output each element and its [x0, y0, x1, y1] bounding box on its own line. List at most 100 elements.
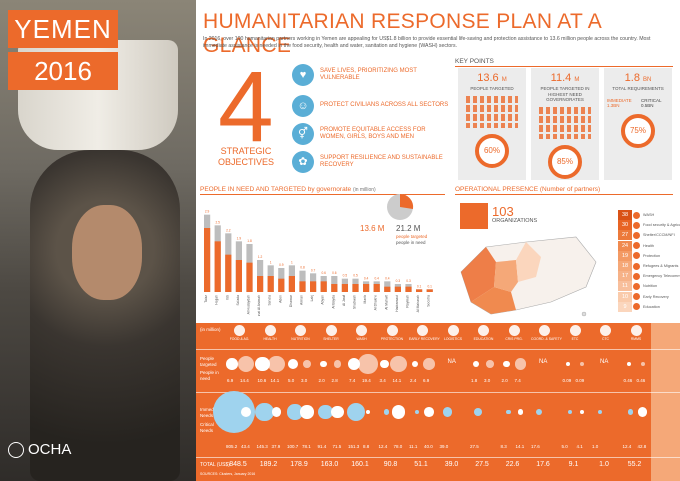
un-globe-icon	[8, 441, 24, 458]
row-immediate-label: Immediate Needs	[200, 407, 222, 418]
column-header: EDUCATION	[470, 325, 497, 341]
targeted-bar	[341, 284, 348, 292]
total-cell: 90.8	[383, 461, 398, 468]
table-cell: 39.0	[439, 444, 449, 449]
table-cell: 7.4	[514, 378, 521, 383]
sector-icon	[633, 282, 640, 290]
column-header: FOOD & AG.	[226, 325, 253, 341]
shelter-icon	[325, 325, 337, 336]
total-cell: 160.1	[351, 461, 369, 468]
total-cell: 1.0	[599, 461, 609, 468]
table-cell: 2.0	[318, 378, 325, 383]
immediate-bubble	[535, 408, 543, 416]
pin-bar-chart: 2.9 Taizz 2.5 Hajjah 2.2 Ibb 1.9 Sa'ada 1.8 Al Hu…	[204, 210, 433, 316]
table-cell: 78.0	[393, 444, 403, 449]
bar-value-label: 1.9	[237, 236, 242, 240]
rmms-icon	[630, 325, 642, 336]
targeted-bar	[320, 281, 327, 292]
table-cell: 8.8	[363, 444, 370, 449]
table-cell: 42.8	[637, 444, 647, 449]
targeted-bubble	[380, 359, 389, 369]
ocha-logo-text: OCHA	[28, 441, 72, 458]
life-icon: ♥	[292, 64, 314, 86]
objectives-count: 4	[218, 51, 274, 163]
bar-value-label: 0.5	[343, 274, 348, 278]
bar-category-label: Al Hudaydah	[247, 295, 251, 315]
immediate-bubble	[255, 402, 274, 422]
need-bubble	[514, 358, 527, 370]
table-cell: 100.7	[287, 444, 299, 449]
total-cell: 17.6	[536, 461, 550, 468]
bar-value-label: 0.5	[353, 274, 358, 278]
column-header: HEALTH	[257, 325, 284, 341]
targeted-bar	[373, 284, 380, 292]
table-cell: 1.0	[592, 444, 599, 449]
targeted-bar	[384, 286, 391, 292]
bar-value-label: 0.9	[279, 263, 284, 267]
table-cell: 14.1	[392, 378, 402, 383]
need-bubble	[579, 362, 584, 366]
targeted-bar	[225, 254, 232, 292]
table-cell: 10.6	[257, 378, 267, 383]
refugee-icon	[508, 325, 520, 336]
table-cell: 6.9	[423, 378, 430, 383]
immediate-bubble	[414, 409, 420, 415]
table-cell: 40.0	[424, 444, 433, 449]
table-cell: 2.0	[501, 378, 508, 383]
table-cell: 145.3	[256, 444, 268, 449]
table-cell: 5.0	[561, 444, 568, 449]
targeted-bar	[214, 241, 221, 292]
targeted-bubble	[348, 358, 360, 370]
table-cell: 4.1	[576, 444, 583, 449]
sector-icon	[633, 242, 640, 250]
total-cell: 163.0	[320, 461, 339, 468]
immediate-bubble	[383, 409, 390, 415]
sector-icon	[633, 262, 640, 270]
need-bubble	[333, 360, 342, 368]
table-cell: 2.8	[331, 378, 338, 383]
critical-bubble	[637, 407, 648, 417]
immediate-bubble	[598, 410, 602, 414]
total-cell: 848.5	[229, 461, 247, 468]
wash-icon	[356, 325, 367, 336]
ctc-icon	[600, 325, 611, 336]
critical-bubble	[391, 405, 406, 419]
targeted-bar	[363, 284, 370, 292]
need-bubble	[268, 355, 285, 373]
total-cell: 189.2	[259, 461, 278, 468]
organization-count: 103	[492, 204, 514, 219]
targeted-bar	[405, 286, 412, 292]
sector-legend-item: 9 Education	[618, 301, 660, 312]
critical-bubble	[579, 410, 584, 414]
bar-value-label: 1.8	[247, 239, 252, 243]
targeted-bar	[416, 289, 423, 292]
targeted-bar	[267, 276, 274, 292]
targeted-bar	[257, 276, 264, 292]
row-in-need-label: People in need	[200, 370, 219, 381]
pin-pie	[387, 193, 414, 220]
intro-text: In 2016, over 100 humanitarian partners …	[203, 36, 651, 49]
na-cell: NA	[539, 359, 548, 365]
table-cell: 5.0	[288, 378, 295, 383]
targeted-bar	[299, 281, 306, 292]
need-bubble	[640, 362, 645, 366]
targeted-bubble	[503, 360, 510, 368]
recovery2-icon	[417, 325, 428, 336]
targeted-bubble	[288, 359, 298, 369]
table-cell: 43.4	[241, 444, 250, 449]
people-pictogram	[539, 106, 591, 139]
targeted-bubble	[565, 362, 570, 366]
bar-category-label: Al Bayda	[331, 295, 335, 309]
bar-value-label: 1	[291, 260, 293, 264]
immediate-bubble	[318, 404, 333, 420]
year-label: 2016	[8, 52, 118, 90]
sector-icon	[633, 303, 640, 311]
percent-ring: 75%	[621, 113, 655, 148]
bar-value-label: 0.4	[364, 276, 369, 280]
table-unit: (in million)	[200, 327, 221, 332]
people-icon: ☺	[292, 95, 314, 117]
percent-ring: 60%	[475, 133, 509, 168]
organization-icon	[460, 203, 488, 229]
protection-icon	[386, 325, 398, 336]
table-cell: 14.1	[270, 378, 280, 383]
